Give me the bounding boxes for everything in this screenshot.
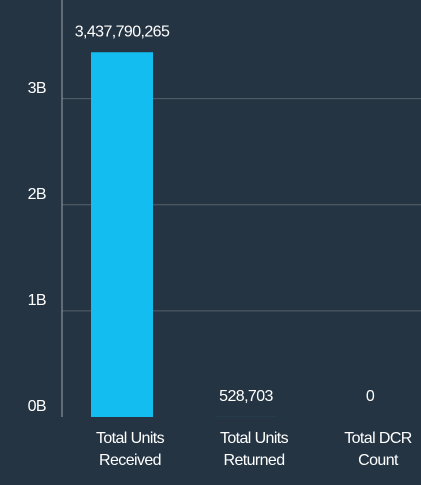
- y-tick-label: 2B: [28, 186, 46, 203]
- value-label: 528,703: [219, 388, 273, 405]
- y-tick-label: 3B: [28, 80, 46, 97]
- value-label: 3,437,790,265: [75, 23, 170, 40]
- x-tick-label: Total DCR Count: [344, 430, 412, 469]
- x-tick-label: Total Units Returned: [219, 430, 289, 469]
- bar: [91, 52, 153, 417]
- x-tick-label: Total Units Received: [95, 430, 165, 469]
- value-label: 0: [366, 388, 375, 405]
- y-tick-label: 0B: [28, 398, 46, 415]
- y-tick-label: 1B: [28, 292, 46, 309]
